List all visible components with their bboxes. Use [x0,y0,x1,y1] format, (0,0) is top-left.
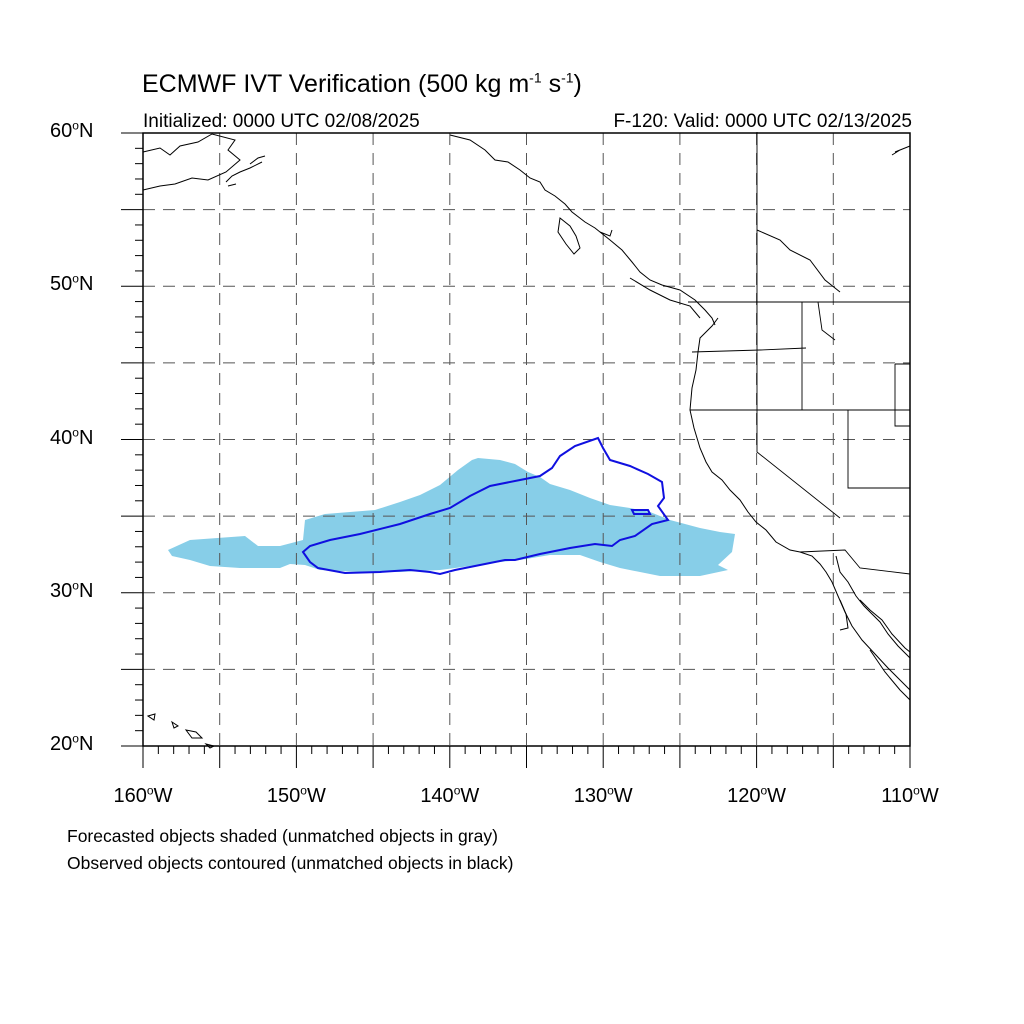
coastline-bc-islands [557,217,701,319]
lat-label-value: 30 [50,579,73,602]
lon-label-degree: o [607,783,614,798]
lon-label-suffix: W [460,785,480,807]
observed-object [301,436,670,576]
lat-label-suffix: N [78,579,94,602]
lat-label-suffix: N [78,120,94,142]
lat-lon-grid [143,133,910,746]
lon-label-value: 110 [881,785,914,807]
lat-label-degree: o [72,578,79,593]
lat-label-degree: o [72,424,79,439]
coastline-hawaii [146,713,216,749]
legend-note-observed: Observed objects contoured (unmatched ob… [67,853,514,873]
lon-label-suffix: W [919,785,939,807]
lon-label-value: 140 [420,785,454,807]
lat-label: 50oN [50,273,110,296]
coastlines [142,132,911,749]
lon-label: 130oW [553,783,653,808]
coastline-alaska-islands [225,155,266,187]
observed-object-contour [301,436,670,576]
lat-label-degree: o [72,118,79,133]
lon-label-suffix: W [613,785,633,807]
lat-label: 60oN [50,118,110,143]
coastline-canada-inland [756,145,911,293]
lon-label: 160oW [93,783,193,808]
lat-label-suffix: N [78,273,94,296]
lat-label: 40oN [50,424,110,450]
lon-label-degree: o [760,783,768,798]
lon-label: 110oW [860,783,960,808]
coastline-baja [835,555,911,659]
lon-label-suffix: W [767,785,787,807]
lon-label-suffix: W [306,785,326,807]
lon-label-degree: o [146,783,154,798]
lat-label-value: 50 [50,273,73,296]
observed-object-small-contour [630,509,652,515]
lat-label-value: 60 [50,120,73,142]
lon-label: 120oW [707,783,807,808]
lat-label: 20oN [50,731,110,756]
map-title: ECMWF IVT Verification (500 kg m-1 s-1) [142,69,582,98]
legend-note-forecast: Forecasted objects shaded (unmatched obj… [67,826,498,846]
lon-label-degree: o [300,783,307,798]
state-borders [688,132,911,575]
lon-label-value: 160 [113,785,147,807]
lat-label-value: 40 [50,426,73,449]
lat-label-degree: o [72,731,79,746]
lat-label-value: 20 [50,733,73,755]
lon-label-degree: o [913,783,920,798]
initialized-time: Initialized: 0000 UTC 02/08/2025 [143,111,420,132]
lat-label-suffix: N [78,426,94,449]
lon-label-value: 130 [573,785,608,807]
lat-label-degree: o [72,271,79,286]
axis-ticks [121,132,911,768]
lon-label-value: 120 [727,785,761,807]
lon-label: 150oW [246,783,346,808]
lon-label-degree: o [453,783,461,798]
lat-label: 30oN [50,578,110,603]
valid-time: F-120: Valid: 0000 UTC 02/13/2025 [613,111,912,132]
coastline-gulf-alaska [449,134,716,326]
lon-label: 140oW [400,783,500,808]
lon-label-value: 150 [266,785,301,807]
lon-label-suffix: W [153,785,173,807]
lat-label-suffix: N [78,733,94,755]
coastline-west-coast [689,317,911,691]
coastline-alaska [142,133,241,191]
coastline-mainland-mexico [859,599,911,701]
